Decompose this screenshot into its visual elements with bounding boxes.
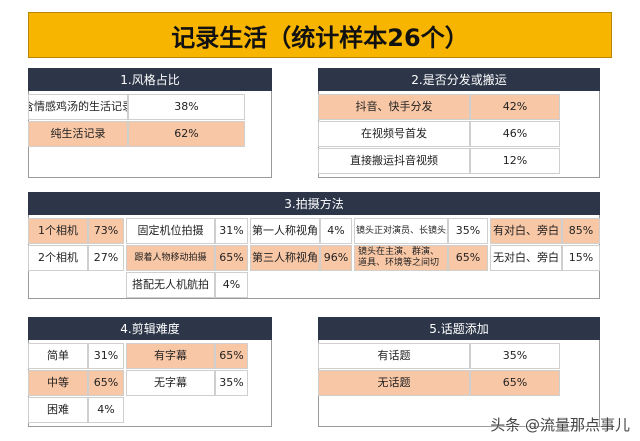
section-header: 2.是否分发或搬运: [318, 68, 600, 91]
label-cell: 有字幕: [126, 343, 215, 369]
label-cell: 镜头正对演员、长镜头: [354, 218, 448, 244]
value-cell: 15%: [562, 245, 600, 271]
value-cell: 31%: [88, 343, 124, 369]
label-cell: 有对白、旁白: [490, 218, 562, 244]
section-header: 5.话题添加: [318, 317, 600, 340]
value-cell: 31%: [215, 218, 248, 244]
label-cell: 纯生活记录: [28, 121, 128, 147]
label-cell: 在视频号首发: [318, 121, 470, 147]
value-cell: 35%: [215, 370, 248, 396]
label-cell: 跟着人物移动拍摄: [126, 245, 215, 271]
label-cell: 中等: [28, 370, 88, 396]
value-cell: 65%: [470, 370, 560, 396]
value-cell: 65%: [215, 245, 248, 271]
label-cell: 第一人称视角: [250, 218, 320, 244]
label-cell: 有话题: [318, 343, 470, 369]
value-cell: 85%: [562, 218, 600, 244]
value-cell: 12%: [470, 148, 560, 174]
value-cell: 65%: [88, 370, 124, 396]
label-cell: 无话题: [318, 370, 470, 396]
label-cell: 困难: [28, 397, 88, 423]
value-cell: 65%: [215, 343, 248, 369]
value-cell: 65%: [448, 245, 488, 271]
value-cell: 42%: [470, 94, 560, 120]
value-cell: 96%: [320, 245, 352, 271]
value-cell: 4%: [88, 397, 124, 423]
value-cell: 46%: [470, 121, 560, 147]
label-cell: 1个相机: [28, 218, 88, 244]
label-cell: 镜头在主演、群演、道具、环境等之间切: [354, 245, 448, 271]
label-cell: 含情感鸡汤的生活记录: [28, 94, 128, 120]
label-cell: 搭配无人机航拍: [126, 272, 215, 298]
value-cell: 73%: [88, 218, 124, 244]
label-cell: 固定机位拍摄: [126, 218, 215, 244]
value-cell: 35%: [448, 218, 488, 244]
label-cell: 抖音、快手分发: [318, 94, 470, 120]
label-cell: 简单: [28, 343, 88, 369]
label-cell: 第三人称视角: [250, 245, 320, 271]
title-banner: 记录生活（统计样本26个）: [28, 12, 612, 58]
value-cell: 27%: [88, 245, 124, 271]
watermark: 头条 @流量那点事儿: [490, 416, 630, 434]
value-cell: 4%: [215, 272, 248, 298]
label-cell: 无对白、旁白: [490, 245, 562, 271]
value-cell: 4%: [320, 218, 352, 244]
value-cell: 35%: [470, 343, 560, 369]
section-header: 4.剪辑难度: [28, 317, 272, 340]
value-cell: 62%: [128, 121, 245, 147]
section-header: 1.风格占比: [28, 68, 272, 91]
value-cell: 38%: [128, 94, 245, 120]
section-header: 3.拍摄方法: [28, 192, 600, 215]
label-cell: 直接搬运抖音视频: [318, 148, 470, 174]
label-cell: 无字幕: [126, 370, 215, 396]
label-cell: 2个相机: [28, 245, 88, 271]
